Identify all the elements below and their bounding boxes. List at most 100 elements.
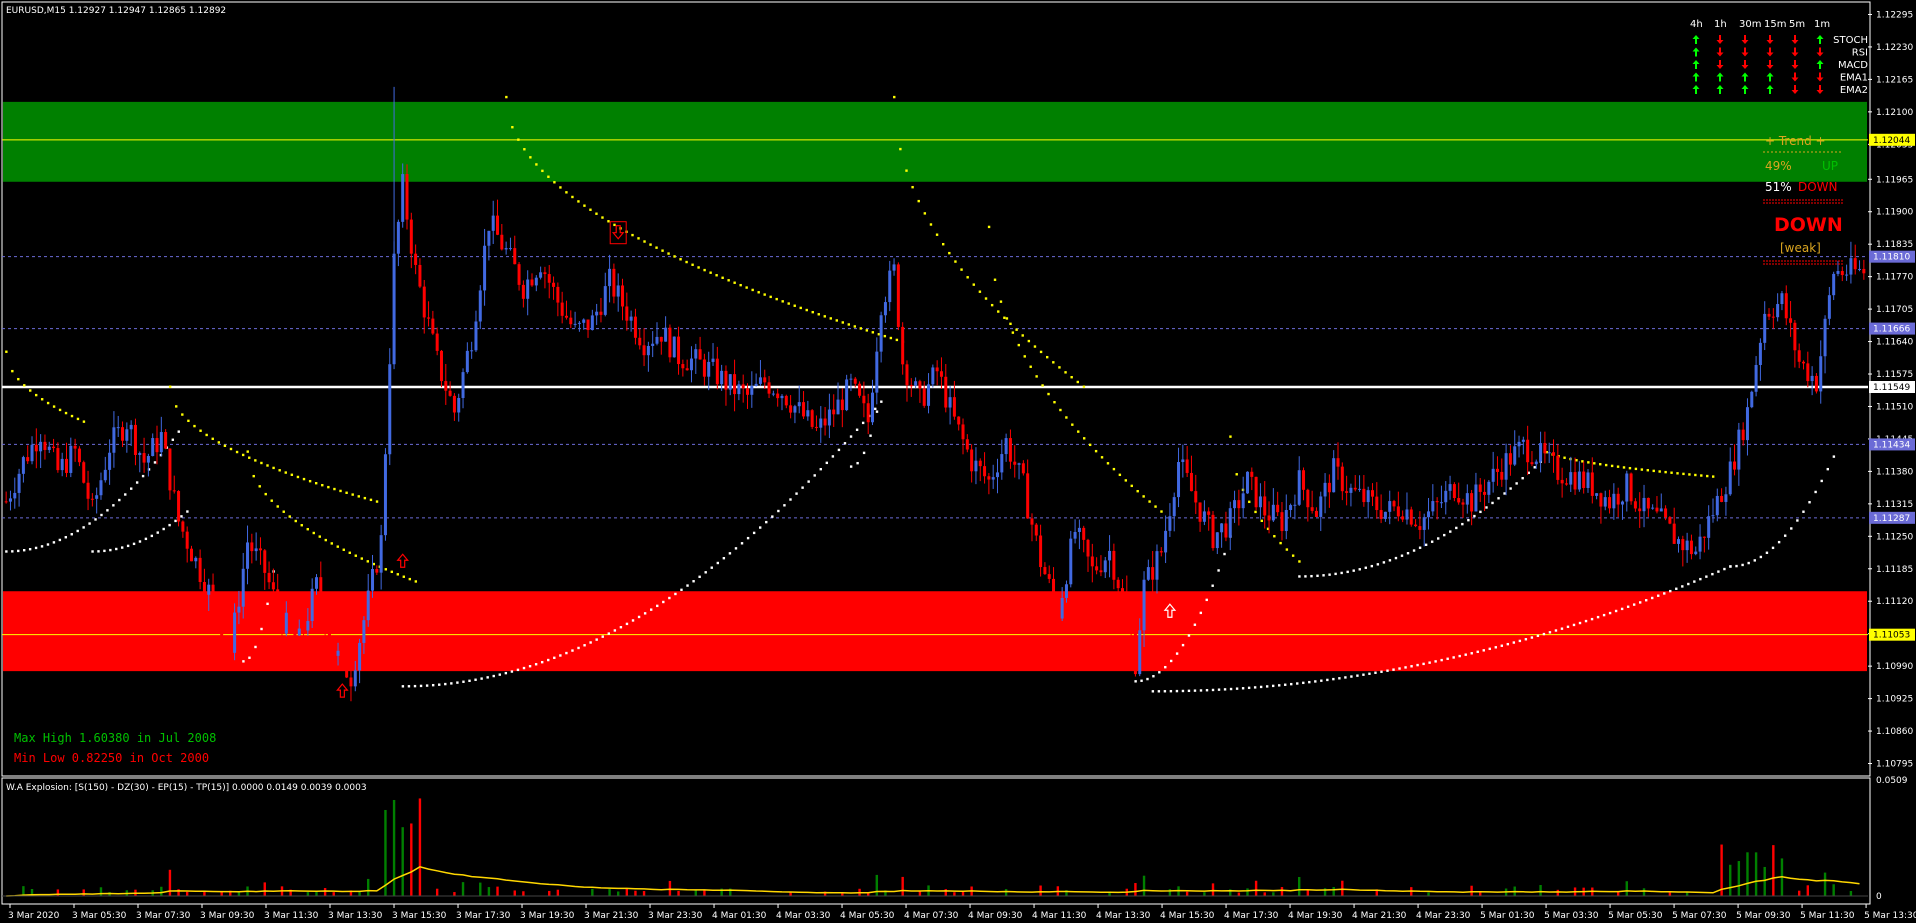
candle-body (383, 454, 387, 536)
candle-body (172, 490, 176, 492)
x-tick-label: 3 Mar 09:30 (200, 911, 255, 921)
candle-body (1289, 505, 1293, 511)
candle-body (1694, 551, 1698, 555)
psar-dot (1759, 555, 1763, 559)
hist-bar (1185, 891, 1189, 896)
psar-dot (1148, 500, 1151, 503)
psar-dot (1497, 497, 1500, 500)
psar-dot (923, 212, 927, 215)
psar-dot (889, 336, 893, 340)
psar-dot (1422, 662, 1425, 666)
candles-layer (4, 86, 1866, 702)
candle-body (198, 557, 202, 583)
psar-dot (171, 438, 175, 441)
candle-body (1319, 496, 1323, 517)
signal-down-icon (1791, 47, 1799, 57)
psar-dot (1694, 473, 1697, 477)
psar-dot (607, 632, 610, 635)
psar-dot (1616, 465, 1620, 468)
psar-dot (115, 547, 118, 551)
candle-body (500, 234, 504, 250)
candle-body (728, 374, 732, 390)
candle-body (1564, 483, 1568, 485)
psar-dot (1687, 582, 1690, 586)
psar-dot (1404, 666, 1407, 669)
symbol-info: EURUSD,M15 1.12927 1.12947 1.12865 1.128… (6, 6, 226, 16)
candle-body (1220, 523, 1224, 533)
hist-bar (823, 891, 827, 896)
psar-dot (103, 549, 106, 553)
psar-dot (11, 550, 14, 553)
trend-title: + Trend + (1765, 134, 1826, 148)
candle-body (1043, 567, 1047, 575)
psar-dot (205, 433, 208, 437)
candle-body (927, 384, 931, 406)
psar-dot (727, 279, 730, 282)
trend-verdict: DOWN (1774, 214, 1843, 236)
psar-dot (504, 671, 508, 675)
psar-dot (5, 550, 8, 553)
psar-dot (1152, 675, 1155, 678)
candle-body (599, 311, 603, 315)
hist-bar (1772, 845, 1775, 896)
candle-body (1090, 556, 1094, 567)
x-tick-label: 3 Mar 11:30 (264, 911, 319, 921)
psar-dot (1193, 623, 1197, 626)
psar-dot (528, 665, 532, 668)
candle-body (1082, 527, 1086, 540)
candle-body (271, 582, 275, 590)
candle-body (237, 606, 241, 613)
signal-row-label: RSI (1852, 48, 1868, 59)
psar-dot (547, 175, 550, 178)
candle-body (849, 378, 853, 380)
hist-bar (1142, 875, 1146, 896)
psar-dot (553, 656, 556, 660)
candle-body (1741, 429, 1745, 441)
psar-dot (1169, 659, 1173, 663)
candle-body (1396, 506, 1400, 517)
psar-dot (853, 325, 857, 328)
psar-dot (1164, 665, 1167, 669)
psar-dot (1723, 567, 1726, 571)
psar-dot (135, 481, 139, 484)
psar-dot (1064, 371, 1067, 374)
candle-body (1207, 511, 1211, 515)
candle-body (1845, 274, 1849, 276)
price-label-box (1869, 250, 1915, 263)
trend-down-label: DOWN (1798, 180, 1838, 194)
hist-bar (1832, 884, 1835, 896)
hist-bar (315, 891, 318, 896)
candle-body (758, 377, 762, 384)
hist-bar (358, 890, 361, 896)
hist-bar (185, 891, 189, 896)
psar-dot (1416, 663, 1419, 667)
psar-dot (835, 319, 838, 322)
psar-dot (685, 260, 688, 264)
psar-dot (1376, 563, 1380, 566)
psar-dot (314, 481, 318, 485)
psar-dot (1146, 677, 1149, 681)
psar-dot (360, 557, 363, 560)
hist-bar (349, 890, 353, 896)
psar-dot (1229, 687, 1233, 691)
candle-body (521, 284, 525, 299)
candle-body (918, 381, 922, 389)
signal-up-icon (1716, 85, 1724, 94)
candle-body (1659, 508, 1663, 512)
candle-body (254, 548, 258, 552)
hist-bar (1539, 885, 1542, 896)
candle-body (1776, 304, 1780, 318)
psar-dot (1796, 519, 1799, 522)
candle-body (638, 337, 642, 346)
candle-body (1681, 539, 1685, 551)
candle-body (314, 577, 318, 589)
candle-body (427, 317, 431, 319)
candle-body (819, 418, 823, 428)
psar-dot (643, 240, 646, 243)
psar-dot (823, 315, 826, 318)
x-tick-label: 5 Mar 03:30 (1544, 911, 1599, 921)
hist-bar (1720, 844, 1723, 896)
candle-body (612, 268, 616, 297)
psar-dot (877, 333, 881, 336)
